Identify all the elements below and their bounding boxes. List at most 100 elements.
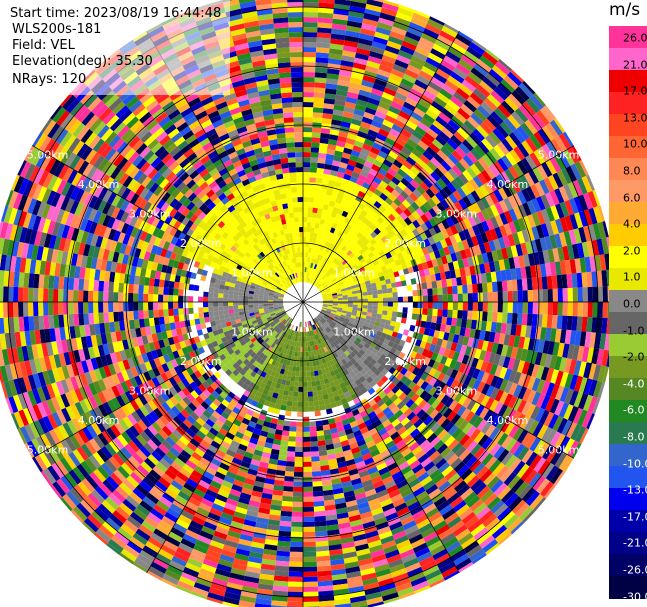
velocity-gate bbox=[310, 252, 314, 258]
velocity-gate bbox=[291, 521, 303, 527]
velocity-gate bbox=[596, 317, 603, 334]
velocity-gate bbox=[391, 26, 407, 36]
velocity-gate bbox=[416, 314, 423, 321]
velocity-gate bbox=[493, 107, 508, 122]
velocity-gate bbox=[537, 146, 550, 162]
velocity-gate bbox=[493, 238, 501, 251]
velocity-gate bbox=[480, 320, 487, 331]
velocity-gate bbox=[321, 274, 327, 280]
velocity-gate bbox=[317, 284, 322, 289]
velocity-gate bbox=[325, 258, 331, 265]
velocity-gate bbox=[328, 53, 343, 60]
velocity-gate bbox=[524, 119, 538, 135]
velocity-gate bbox=[332, 305, 338, 308]
velocity-gate bbox=[467, 71, 483, 85]
velocity-gate bbox=[373, 159, 383, 168]
velocity-gate bbox=[355, 225, 363, 233]
velocity-gate bbox=[303, 546, 317, 552]
velocity-gate bbox=[366, 0, 384, 8]
velocity-gate bbox=[375, 281, 382, 287]
velocity-gate bbox=[432, 302, 438, 310]
velocity-gate bbox=[452, 309, 458, 319]
velocity-gate bbox=[348, 279, 355, 285]
velocity-gate bbox=[567, 302, 573, 317]
velocity-gate bbox=[350, 239, 357, 247]
velocity-gate bbox=[303, 456, 312, 462]
velocity-gate bbox=[349, 246, 356, 253]
velocity-gate bbox=[298, 376, 303, 382]
velocity-gate bbox=[492, 128, 506, 142]
velocity-gate bbox=[410, 55, 426, 66]
velocity-gate bbox=[346, 185, 354, 193]
velocity-gate bbox=[333, 264, 339, 271]
velocity-gate bbox=[396, 114, 408, 125]
velocity-gate bbox=[363, 193, 372, 202]
velocity-gate bbox=[473, 108, 487, 122]
velocity-gate bbox=[417, 295, 423, 302]
velocity-gate bbox=[303, 182, 310, 188]
velocity-gate bbox=[428, 267, 435, 275]
velocity-gate bbox=[365, 220, 374, 228]
velocity-gate bbox=[436, 178, 447, 189]
velocity-gate bbox=[312, 302, 318, 304]
velocity-gate bbox=[295, 441, 303, 447]
velocity-gate bbox=[567, 147, 580, 164]
velocity-gate bbox=[462, 293, 468, 302]
velocity-gate bbox=[377, 297, 383, 302]
velocity-gate bbox=[384, 232, 392, 241]
velocity-gate bbox=[414, 243, 422, 252]
velocity-gate bbox=[306, 361, 310, 367]
velocity-gate bbox=[356, 47, 371, 56]
velocity-gate bbox=[328, 134, 339, 141]
velocity-gate bbox=[548, 174, 559, 191]
velocity-gate bbox=[362, 273, 369, 279]
velocity-gate bbox=[407, 266, 415, 274]
velocity-gate bbox=[310, 152, 319, 158]
velocity-gate bbox=[304, 292, 307, 298]
velocity-gate bbox=[367, 305, 373, 310]
velocity-gate bbox=[397, 307, 403, 313]
velocity-gate bbox=[325, 83, 338, 90]
velocity-gate bbox=[512, 232, 521, 246]
velocity-gate bbox=[331, 222, 338, 229]
velocity-gate bbox=[421, 261, 429, 270]
velocity-gate bbox=[297, 396, 303, 402]
velocity-gate bbox=[303, 72, 315, 78]
velocity-gate bbox=[416, 283, 423, 290]
velocity-gate bbox=[369, 245, 376, 252]
velocity-gate bbox=[316, 233, 322, 240]
velocity-gate bbox=[313, 258, 317, 264]
velocity-gate bbox=[312, 279, 316, 285]
velocity-gate bbox=[359, 278, 365, 284]
velocity-gate bbox=[350, 149, 361, 158]
velocity-gate bbox=[320, 188, 327, 195]
velocity-gate bbox=[315, 540, 329, 547]
velocity-gate bbox=[444, 103, 458, 116]
velocity-gate bbox=[365, 3, 382, 13]
velocity-gate bbox=[311, 295, 317, 298]
velocity-gate bbox=[412, 219, 421, 229]
velocity-gate bbox=[341, 152, 351, 160]
velocity-gate bbox=[559, 201, 570, 217]
velocity-gate bbox=[303, 212, 308, 218]
velocity-gate bbox=[496, 248, 504, 261]
velocity-gate bbox=[286, 456, 295, 462]
velocity-gate bbox=[317, 22, 333, 29]
velocity-gate bbox=[505, 269, 512, 281]
velocity-gate bbox=[367, 291, 373, 296]
velocity-gate bbox=[337, 79, 350, 87]
velocity-gate bbox=[304, 267, 307, 273]
velocity-gate bbox=[465, 135, 478, 149]
velocity-gate bbox=[394, 91, 408, 102]
velocity-gate bbox=[455, 33, 472, 47]
velocity-gate bbox=[380, 280, 387, 286]
velocity-gate bbox=[351, 287, 357, 292]
velocity-gate bbox=[345, 286, 352, 291]
velocity-gate bbox=[481, 220, 490, 233]
velocity-gate bbox=[329, 174, 337, 182]
velocity-gate bbox=[376, 184, 386, 193]
velocity-gate bbox=[483, 118, 497, 132]
velocity-gate bbox=[400, 164, 410, 174]
velocity-gate bbox=[433, 214, 442, 225]
velocity-gate bbox=[360, 270, 367, 276]
